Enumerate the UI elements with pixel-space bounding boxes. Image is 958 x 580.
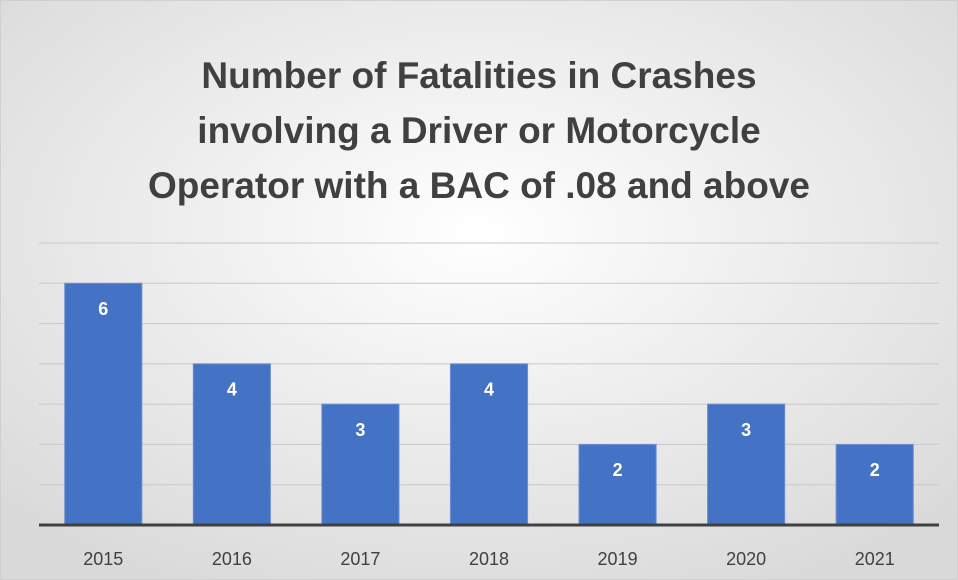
chart-title: Number of Fatalities in Crashes — [201, 55, 756, 96]
bar — [578, 443, 657, 526]
data-label: 3 — [355, 420, 365, 440]
x-tick-label: 2021 — [855, 549, 895, 569]
data-label: 4 — [484, 380, 494, 400]
x-tick-label: 2018 — [469, 549, 509, 569]
data-label: 6 — [98, 299, 108, 319]
data-label: 4 — [227, 380, 237, 400]
x-tick-label: 2015 — [83, 549, 123, 569]
bar — [707, 403, 786, 526]
data-label: 2 — [870, 460, 880, 480]
x-tick-label: 2020 — [726, 549, 766, 569]
bar — [835, 443, 914, 526]
x-tick-label: 2019 — [598, 549, 638, 569]
bar — [64, 282, 143, 526]
bar — [449, 363, 529, 526]
x-tick-label: 2017 — [340, 549, 380, 569]
data-label: 2 — [613, 460, 623, 480]
x-tick-label: 2016 — [212, 549, 252, 569]
bar — [321, 403, 400, 526]
chart-title: Operator with a BAC of .08 and above — [148, 165, 810, 206]
bar — [192, 363, 271, 526]
chart-title: involving a Driver or Motorcycle — [197, 110, 760, 151]
data-label: 3 — [741, 420, 751, 440]
